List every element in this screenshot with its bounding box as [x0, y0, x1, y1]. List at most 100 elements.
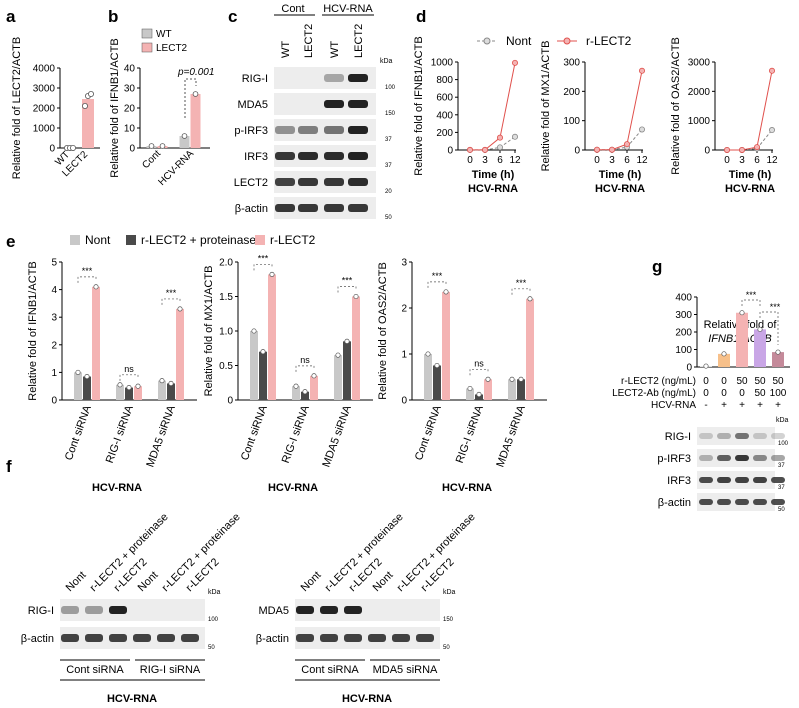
c-row-label: LECT2 [234, 177, 268, 189]
d3-point [769, 127, 776, 134]
e1-bar-Nont [74, 372, 82, 400]
b-point [159, 143, 166, 149]
d3-ytick-label: 0 [704, 146, 710, 157]
d3-point [754, 144, 761, 151]
g-band [753, 433, 767, 439]
e1-bar-r-LECT2 [92, 286, 100, 400]
e1-ytick-label: 0 [51, 396, 57, 407]
e3-sig-label: *** [432, 271, 443, 281]
e3-point [476, 391, 482, 398]
a-point [88, 91, 95, 98]
d1-xtick-label: 3 [482, 155, 488, 166]
e3-bar-r-LECT2 + proteinase [517, 379, 525, 400]
g-row-label: LECT2-Ab (ng/mL) [612, 388, 696, 399]
d2-point [639, 126, 646, 133]
d3-ytick-label: 3000 [688, 58, 711, 69]
e1-sig-label: *** [82, 266, 93, 276]
g-point [703, 363, 709, 369]
g-ytick-label: 0 [686, 363, 692, 374]
f-lane-label: Nont [299, 569, 324, 594]
e2-point [353, 293, 359, 300]
b-legend-swatch [141, 42, 153, 53]
d2-x-label: Time (h) [599, 169, 642, 181]
d1-xtick-label: 0 [467, 155, 473, 166]
g-row-cell: 0 [703, 376, 709, 387]
d2-point [609, 146, 616, 153]
c-band [348, 178, 368, 186]
d1-point [512, 59, 519, 66]
c-band [275, 126, 295, 134]
f-band [109, 606, 127, 614]
d2-point [624, 141, 631, 148]
e1-xtick-label: MDA5 siRNA [144, 403, 178, 469]
g-row-label: r-LECT2 (ng/mL) [621, 376, 696, 387]
e1-bar-Nont [158, 380, 166, 400]
g-ytick-label: 200 [675, 328, 692, 339]
e3-bar-r-LECT2 [484, 379, 492, 400]
f-x-label: HCV-RNA [107, 693, 157, 705]
c-row-label: IRF3 [244, 151, 268, 163]
e1-point [117, 382, 123, 388]
d1-x-label: Time (h) [472, 169, 515, 181]
g-marker: 100 [778, 441, 789, 447]
c-marker: 20 [385, 189, 392, 195]
e-legend-label: r-LECT2 + proteinase [141, 233, 256, 247]
c-row-label: MDA5 [237, 99, 268, 111]
e1-point [93, 284, 99, 290]
b-legend-swatch [141, 28, 153, 39]
e2-bar-r-LECT2 [310, 375, 318, 400]
g-row-label: RIG-I [665, 431, 691, 443]
d3-xtick-label: 0 [724, 155, 730, 166]
chart-e1: 0 1 2 3 4 5 Relative fold of IFNB1/ACTB *** Cont… [27, 258, 197, 494]
d3-x-label: Time (h) [729, 169, 772, 181]
e1-point [84, 373, 90, 380]
g-row-cell: 0 [721, 388, 727, 399]
g-row-cell: + [739, 400, 745, 411]
e3-x-label: HCV-RNA [442, 482, 492, 494]
b-xtick-label: Cont [140, 148, 163, 171]
c-marker: 100 [385, 85, 396, 91]
b-point [181, 133, 188, 139]
blot-g: kDa RIG-I 100 p-IRF3 37 IRF3 37 β-actin 50 [657, 417, 788, 513]
e3-bar-r-LECT2 + proteinase [433, 365, 441, 400]
g-bar-2 [718, 353, 730, 367]
f-blot-strip [295, 627, 440, 649]
e2-sig-bracket [253, 264, 273, 271]
g-band [753, 477, 767, 483]
f-band [181, 634, 199, 642]
g-band [753, 499, 767, 505]
g-point [739, 310, 745, 316]
e1-bar-Nont [116, 384, 124, 400]
e3-sig-bracket [427, 281, 447, 288]
a-ytick-label: 3000 [33, 84, 56, 95]
f-row-label: MDA5 [258, 605, 289, 617]
e1-bar-r-LECT2 + proteinase [167, 383, 175, 400]
e2-ytick-label: 1.5 [219, 292, 233, 303]
e2-ytick-label: 2.0 [219, 258, 233, 269]
d2-ytick-label: 100 [563, 116, 580, 127]
g-sig-bracket [759, 311, 779, 345]
c-marker: 50 [385, 215, 392, 221]
g-band [699, 455, 713, 461]
d1-point [481, 146, 488, 153]
g-band [699, 499, 713, 505]
d3-xtick-label: 12 [766, 155, 778, 166]
b-legend-label: LECT2 [156, 43, 188, 54]
a-ytick-label: 2000 [33, 104, 56, 115]
c-band [298, 178, 318, 186]
e2-xtick-label: MDA5 siRNA [320, 403, 354, 469]
e2-point [269, 271, 275, 277]
d3-line-Nont [727, 129, 773, 151]
panel-letter-e: e [6, 232, 15, 251]
f-band [296, 634, 314, 642]
e2-bar-r-LECT2 + proteinase [301, 391, 309, 400]
f-band [296, 606, 314, 614]
c-lane-label: LECT2 [303, 24, 315, 58]
g-row-cell: - [704, 400, 707, 411]
f-band [320, 634, 338, 642]
g-band [717, 455, 731, 461]
e3-xtick-label: MDA5 siRNA [494, 403, 528, 469]
g-marker: 37 [778, 485, 785, 491]
